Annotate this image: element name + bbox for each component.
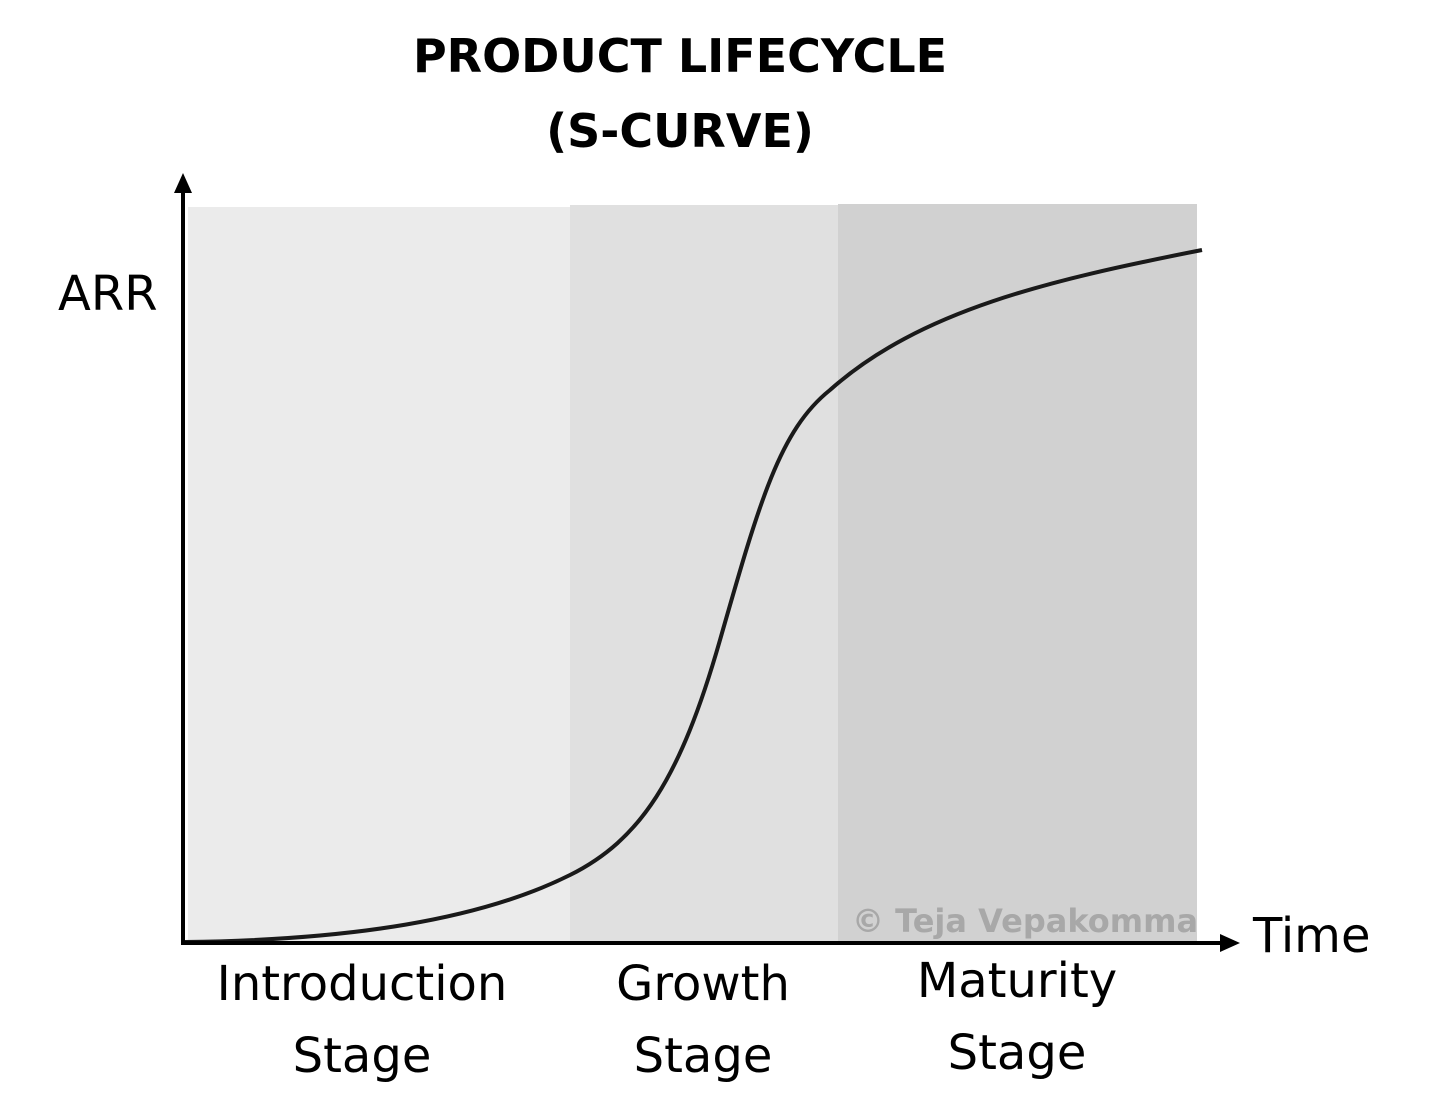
title-line: (S-CURVE)	[546, 104, 814, 158]
stage-label: Stage	[634, 1028, 773, 1084]
x-axis-arrow	[1220, 934, 1240, 952]
stage-label: Introduction	[217, 956, 508, 1012]
title-line: PRODUCT LIFECYCLE	[413, 29, 947, 83]
y-axis-label: ARR	[58, 266, 158, 322]
growth-region	[570, 205, 838, 943]
maturity-region	[838, 204, 1197, 943]
introduction-region	[188, 207, 570, 943]
y-axis-arrow	[174, 173, 192, 193]
s-curve	[184, 248, 1203, 944]
stage-label: Maturity	[917, 953, 1117, 1009]
stage-label: Growth	[616, 956, 790, 1012]
watermark: © Teja Vepakomma	[852, 902, 1198, 940]
x-axis-label: Time	[1252, 908, 1370, 964]
stage-label: Stage	[293, 1028, 432, 1084]
stage-label: Stage	[948, 1025, 1087, 1081]
